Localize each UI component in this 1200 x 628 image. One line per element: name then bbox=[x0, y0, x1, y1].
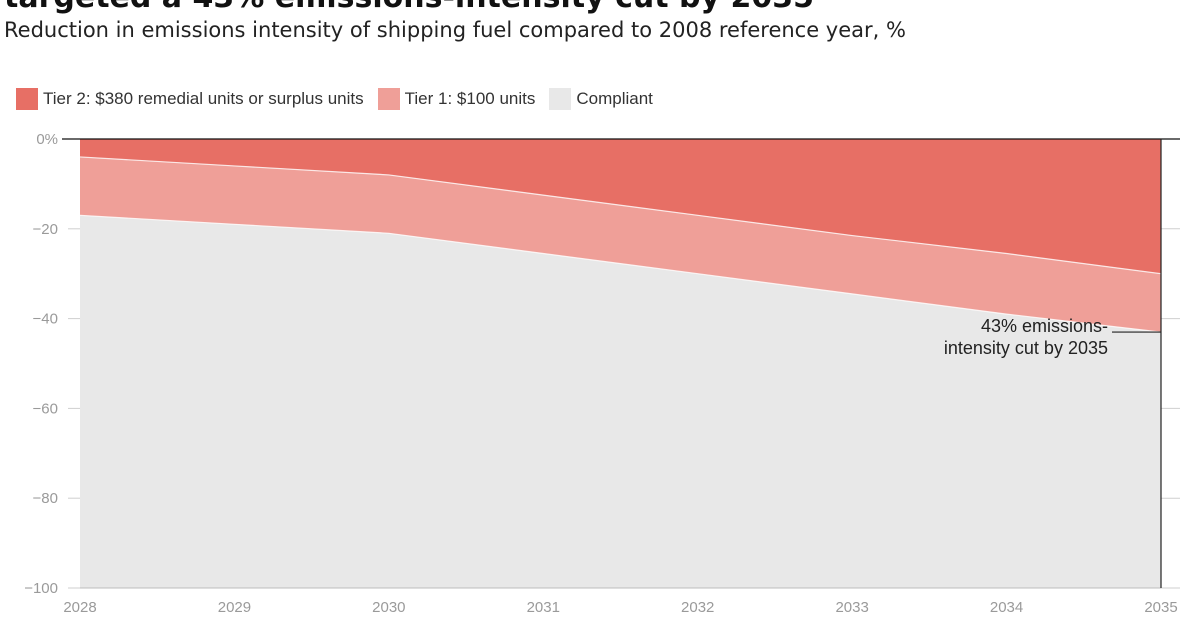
annotation-text: intensity cut by 2035 bbox=[944, 338, 1108, 358]
annotation-text: 43% emissions- bbox=[981, 316, 1108, 336]
legend-item-tier2: Tier 2: $380 remedial units or surplus u… bbox=[16, 88, 364, 110]
x-tick-label: 2033 bbox=[835, 599, 868, 616]
y-tick-label: 0% bbox=[36, 131, 58, 148]
legend-swatch-tier2 bbox=[16, 88, 38, 110]
area-tier2 bbox=[80, 139, 1161, 274]
boundary-tier1 bbox=[79, 214, 1162, 333]
x-tick-label: 2031 bbox=[527, 599, 560, 616]
y-tick-label: −20 bbox=[33, 221, 58, 238]
x-tick-label: 2030 bbox=[372, 599, 405, 616]
y-tick-label: −80 bbox=[33, 490, 58, 507]
chart-title: targeted a 43% emissions-intensity cut b… bbox=[4, 0, 814, 15]
chart-legend: Tier 2: $380 remedial units or surplus u… bbox=[16, 88, 667, 110]
legend-item-tier1: Tier 1: $100 units bbox=[377, 88, 536, 110]
legend-item-compliant: Compliant bbox=[549, 88, 653, 110]
y-tick-label: −40 bbox=[33, 311, 58, 328]
x-tick-label: 2035 bbox=[1144, 599, 1177, 616]
legend-label-tier1: Tier 1: $100 units bbox=[404, 89, 536, 108]
legend-swatch-compliant bbox=[549, 88, 572, 110]
area-compliant bbox=[80, 215, 1161, 588]
y-tick-label: −60 bbox=[33, 400, 58, 417]
chart-subtitle: Reduction in emissions intensity of ship… bbox=[4, 18, 906, 42]
legend-label-tier2: Tier 2: $380 remedial units or surplus u… bbox=[43, 89, 364, 108]
legend-swatch-tier1 bbox=[377, 88, 400, 110]
legend-label-compliant: Compliant bbox=[576, 89, 653, 108]
x-tick-label: 2029 bbox=[218, 599, 251, 616]
y-tick-label: −100 bbox=[24, 580, 58, 597]
boundary-tier2 bbox=[79, 156, 1162, 275]
area-tier1 bbox=[80, 156, 1161, 333]
x-tick-label: 2032 bbox=[681, 599, 714, 616]
x-tick-label: 2028 bbox=[63, 599, 96, 616]
x-tick-label: 2034 bbox=[990, 599, 1023, 616]
